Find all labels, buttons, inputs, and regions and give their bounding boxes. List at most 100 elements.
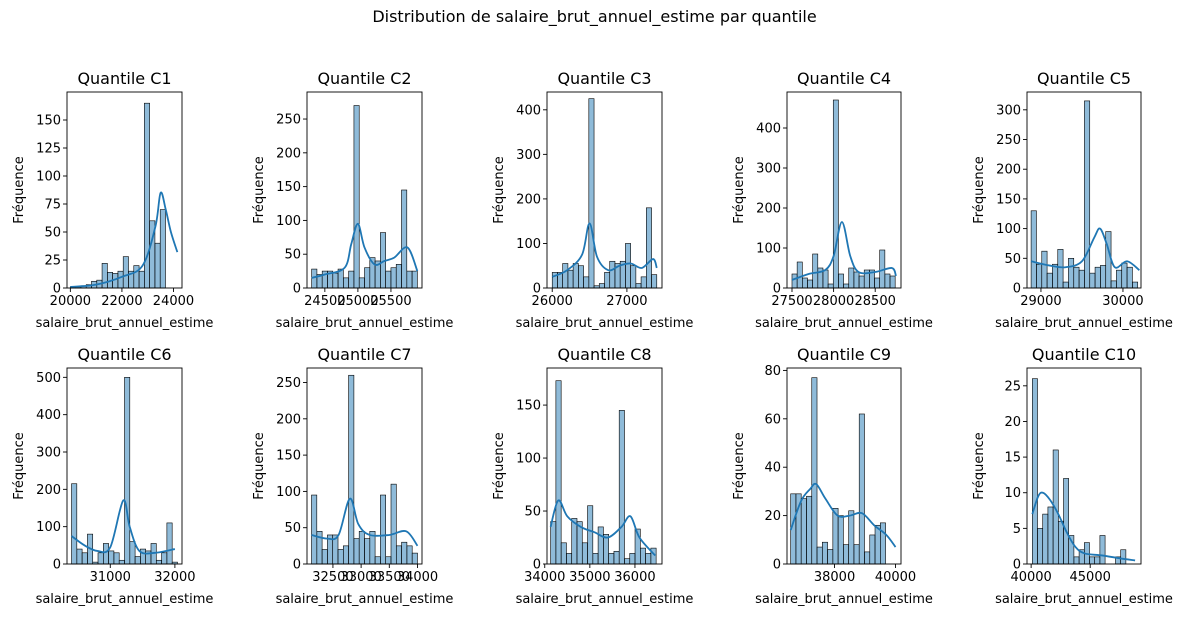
y-tick-label: 100 xyxy=(996,222,1021,237)
y-tick-label: 200 xyxy=(756,202,781,217)
plot-frame xyxy=(306,91,423,289)
panel-8: 0 50 100 150 34000 35000 36000 Quantile C8 salai… xyxy=(492,345,693,607)
histogram-bar xyxy=(869,534,876,565)
histogram-bar xyxy=(1036,263,1043,289)
y-tick-label: 250 xyxy=(276,376,301,391)
y-tick-label: 50 xyxy=(1004,252,1021,267)
panel-title: Quantile C7 xyxy=(317,345,411,364)
histogram-bar xyxy=(81,552,88,565)
x-tick-label: 32500 xyxy=(312,570,353,585)
panel-title: Quantile C4 xyxy=(797,69,891,88)
y-axis-label: Fréquence xyxy=(252,432,267,499)
panel-3: 0 100 200 300 400 26000 27000 Quantile C3 salair… xyxy=(492,69,693,331)
panel-title: Quantile C8 xyxy=(557,345,651,364)
y-tick-label: 150 xyxy=(36,114,61,129)
y-tick-label: 100 xyxy=(36,170,61,185)
kde-curve xyxy=(70,191,179,288)
histogram-bar xyxy=(1084,100,1091,289)
y-axis-label: Fréquence xyxy=(12,432,27,499)
kde-curve xyxy=(549,499,656,557)
y-tick-label: 250 xyxy=(276,113,301,128)
y-tick-label: 250 xyxy=(996,133,1021,148)
histogram-bar xyxy=(816,546,823,565)
plot-frame xyxy=(1026,367,1142,565)
y-tick-label: 20 xyxy=(764,509,781,524)
y-axis-label: Fréquence xyxy=(972,156,987,223)
histogram-bar xyxy=(108,550,115,565)
histogram-bar xyxy=(572,263,579,289)
y-tick-label: 400 xyxy=(516,103,541,118)
histogram-bar xyxy=(1078,269,1085,289)
kde-curve xyxy=(311,222,419,279)
histogram-bar xyxy=(1089,556,1095,565)
histogram-bar xyxy=(385,270,392,289)
x-axis-label: salaire_brut_annuel_estime xyxy=(755,592,933,607)
y-tick-label: 200 xyxy=(516,192,541,207)
histogram-bar xyxy=(800,498,807,565)
histogram-bar xyxy=(1052,263,1059,289)
histogram-bar xyxy=(395,264,402,289)
histogram-bar xyxy=(645,553,652,565)
x-axis-label: salaire_brut_annuel_estime xyxy=(36,592,214,607)
histogram-bar xyxy=(155,559,162,565)
histogram-bar xyxy=(603,534,609,565)
y-tick-label: 0 xyxy=(773,558,781,573)
histogram-bar xyxy=(848,267,855,289)
histogram-bar xyxy=(832,99,839,289)
y-tick-label: 100 xyxy=(756,242,781,257)
histogram-bar xyxy=(124,377,131,565)
histogram-bar xyxy=(1062,281,1069,289)
y-tick-label: 10 xyxy=(1004,486,1021,501)
y-tick-label: 50 xyxy=(284,248,301,263)
y-tick-label: 0 xyxy=(533,558,541,573)
x-tick-label: 40000 xyxy=(1010,570,1051,585)
x-tick-label: 22000 xyxy=(101,294,142,309)
histogram-bar xyxy=(1063,478,1069,565)
histogram-bar xyxy=(1126,266,1133,289)
histogram-bar xyxy=(853,271,860,289)
y-tick-label: 5 xyxy=(1013,522,1021,537)
histogram-bar xyxy=(390,483,397,565)
histogram-bar xyxy=(1132,281,1139,289)
histogram-bar xyxy=(332,272,339,289)
histogram-bar xyxy=(827,549,834,565)
histogram-bar xyxy=(1120,549,1127,565)
histogram-bar xyxy=(71,483,78,565)
x-tick-label: 28000 xyxy=(813,294,854,309)
histogram-bar xyxy=(385,556,392,565)
x-axis-label: salaire_brut_annuel_estime xyxy=(755,316,933,331)
panel-1: 0 25 50 75 100 125 150 20000 22000 24000 Quantile … xyxy=(12,69,213,331)
kde-curve xyxy=(311,497,419,547)
histogram-bar xyxy=(1057,249,1064,289)
histogram-bar xyxy=(390,267,397,289)
y-tick-label: 0 xyxy=(293,558,301,573)
x-tick-label: 38000 xyxy=(814,570,855,585)
histogram-bar xyxy=(1030,210,1037,289)
x-tick-label: 34000 xyxy=(524,570,565,585)
histogram-bar xyxy=(578,265,584,289)
histogram-bar xyxy=(821,541,828,565)
y-tick-label: 50 xyxy=(44,226,61,241)
histogram-bar xyxy=(401,189,408,289)
x-axis-label: salaire_brut_annuel_estime xyxy=(276,316,454,331)
histogram-bar xyxy=(640,276,647,289)
histogram-bar xyxy=(1042,513,1049,565)
histogram-bar xyxy=(843,283,850,289)
y-tick-label: 100 xyxy=(276,485,301,500)
panel-title: Quantile C6 xyxy=(77,345,171,364)
y-tick-label: 100 xyxy=(36,520,61,535)
histogram-bar xyxy=(321,549,328,565)
x-tick-label: 29000 xyxy=(1020,294,1061,309)
x-tick-label: 24500 xyxy=(304,294,345,309)
x-tick-label: 27000 xyxy=(606,294,647,309)
histogram-bar xyxy=(613,550,620,565)
y-tick-label: 100 xyxy=(276,214,301,229)
histogram-bar xyxy=(889,275,896,289)
histogram-bar xyxy=(348,270,355,289)
histogram-bar xyxy=(1058,520,1064,565)
y-tick-label: 300 xyxy=(516,148,541,163)
plot-frame xyxy=(66,367,183,565)
histogram-bar xyxy=(1099,535,1106,565)
x-axis-label: salaire_brut_annuel_estime xyxy=(995,592,1173,607)
y-tick-label: 150 xyxy=(276,449,301,464)
